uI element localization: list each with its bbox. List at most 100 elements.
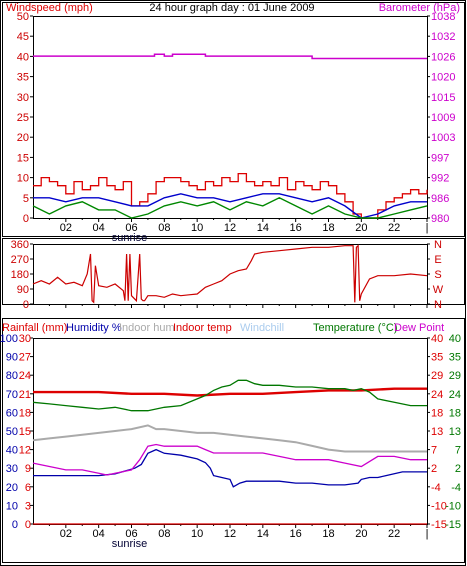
direction-tick-label: 180 bbox=[11, 269, 29, 281]
indoortemp-tick-label: 29 bbox=[431, 370, 443, 382]
x-tick-label: 12 bbox=[224, 528, 236, 540]
windspeed-tick-label: 15 bbox=[17, 152, 29, 164]
gust-series-line bbox=[32, 197, 428, 219]
panel-border-3 bbox=[2, 318, 465, 563]
windspeed-tick-label: 30 bbox=[17, 92, 29, 104]
indoorhum-axis-label: Indoor hum bbox=[119, 322, 175, 334]
x-tick-label: 14 bbox=[257, 528, 269, 540]
x-tick-label: 22 bbox=[388, 528, 400, 540]
compass-tick-label: S bbox=[434, 269, 441, 281]
barometer-axis-label: Barometer (hPa) bbox=[379, 2, 460, 14]
x-tick-label: 08 bbox=[158, 528, 170, 540]
x-tick-label: 04 bbox=[93, 222, 105, 234]
windspeed-tick-label: 25 bbox=[17, 112, 29, 124]
plot-area-3 bbox=[33, 338, 428, 525]
compass-tick-label: E bbox=[434, 254, 441, 266]
indoortemp-tick-label: 7 bbox=[431, 445, 437, 457]
barometer-tick-label: 986 bbox=[431, 193, 449, 205]
temperature-tick-label: 24 bbox=[449, 389, 461, 401]
rainfall-tick-label: 6 bbox=[25, 482, 31, 494]
rainfall-tick-label: 9 bbox=[25, 463, 31, 475]
barometer-tick-label: 1015 bbox=[431, 92, 455, 104]
x-tick-label: 22 bbox=[388, 222, 400, 234]
humidity-tick-label: 100 bbox=[0, 333, 18, 345]
rainfall-tick-label: 15 bbox=[19, 426, 31, 438]
sunrise-label: sunrise bbox=[112, 538, 147, 550]
temperature-axis-label: Temperature (°C) bbox=[313, 322, 397, 334]
windchill-axis-label: Windchill bbox=[240, 322, 284, 334]
x-tick-label: 12 bbox=[224, 222, 236, 234]
x-tick-label: 16 bbox=[290, 222, 302, 234]
x-tick-label: 18 bbox=[322, 222, 334, 234]
indoortemp-tick-label: 2 bbox=[431, 463, 437, 475]
humidity-tick-label: 40 bbox=[6, 445, 18, 457]
windspeed-axis-label: Windspeed (mph) bbox=[6, 2, 93, 14]
humidity-axis-label: Humidity % bbox=[66, 322, 122, 334]
temperature-series-line bbox=[32, 379, 427, 412]
x-tick-label: 18 bbox=[322, 528, 334, 540]
humidity-tick-label: 0 bbox=[12, 519, 18, 531]
barometer-tick-label: 997 bbox=[431, 152, 449, 164]
dewpoint-series-line bbox=[32, 443, 427, 476]
indoortemp-tick-label: -10 bbox=[431, 500, 447, 512]
temperature-tick-label: -10 bbox=[445, 500, 461, 512]
rainfall-tick-label: 30 bbox=[19, 333, 31, 345]
indoortemp-tick-label: 35 bbox=[431, 352, 443, 364]
indoortemp-tick-label: -15 bbox=[431, 519, 447, 531]
humidity-tick-label: 10 bbox=[6, 500, 18, 512]
windspeed-series-line bbox=[33, 172, 428, 219]
rainfall-axis-label: Rainfall (mm) bbox=[2, 322, 67, 334]
panel-border-1 bbox=[2, 2, 465, 237]
windspeed-tick-label: 50 bbox=[17, 11, 29, 23]
humidity-tick-label: 50 bbox=[6, 426, 18, 438]
humidity-tick-label: 20 bbox=[6, 482, 18, 494]
windspeed-tick-label: 5 bbox=[23, 193, 29, 205]
x-tick-label: 02 bbox=[60, 528, 72, 540]
x-tick-label: | bbox=[426, 528, 429, 540]
windspeed-tick-label: 45 bbox=[17, 31, 29, 43]
temperature-tick-label: 35 bbox=[449, 352, 461, 364]
temperature-tick-label: 40 bbox=[449, 333, 461, 345]
temperature-tick-label: -15 bbox=[445, 519, 461, 531]
x-tick-label: 02 bbox=[60, 222, 72, 234]
barometer-series-line bbox=[33, 53, 427, 60]
windspeed-tick-label: 35 bbox=[17, 72, 29, 84]
dewpoint-axis-label: Dew Point bbox=[394, 322, 444, 334]
indoortemp-tick-label: 40 bbox=[431, 333, 443, 345]
rainfall-tick-label: 24 bbox=[19, 370, 31, 382]
plot-area-1 bbox=[33, 16, 428, 219]
temperature-tick-label: 2 bbox=[455, 463, 461, 475]
indoortemp-tick-label: 18 bbox=[431, 407, 443, 419]
rainfall-tick-label: 3 bbox=[25, 500, 31, 512]
barometer-tick-label: 1032 bbox=[431, 31, 455, 43]
direction-tick-label: 0 bbox=[23, 299, 29, 311]
rainfall-tick-label: 0 bbox=[25, 519, 31, 531]
compass-tick-label: N bbox=[434, 299, 442, 311]
temperature-tick-label: 18 bbox=[449, 407, 461, 419]
x-tick-label: 16 bbox=[290, 528, 302, 540]
temperature-tick-label: 7 bbox=[455, 445, 461, 457]
indoortemp-series-line bbox=[33, 387, 427, 397]
x-tick-label: 20 bbox=[355, 222, 367, 234]
barometer-tick-label: 1026 bbox=[431, 51, 455, 63]
rainfall-tick-label: 21 bbox=[19, 389, 31, 401]
x-tick-label: 04 bbox=[93, 528, 105, 540]
temperature-tick-label: 29 bbox=[449, 370, 461, 382]
temperature-tick-label: -4 bbox=[451, 482, 461, 494]
sunrise-label: sunrise bbox=[112, 232, 147, 244]
x-tick-label: 20 bbox=[355, 528, 367, 540]
compass-tick-label: W bbox=[433, 284, 444, 296]
barometer-tick-label: 1020 bbox=[431, 72, 455, 84]
x-tick-label: 10 bbox=[191, 528, 203, 540]
windspeed-tick-label: 0 bbox=[23, 213, 29, 225]
windspeed-tick-label: 10 bbox=[17, 173, 29, 185]
temperature-tick-label: 13 bbox=[449, 426, 461, 438]
indoortemp-tick-label: -4 bbox=[431, 482, 441, 494]
barometer-tick-label: 992 bbox=[431, 173, 449, 185]
humidity-tick-label: 90 bbox=[6, 352, 18, 364]
windspeed-tick-label: 40 bbox=[17, 51, 29, 63]
x-tick-label: 14 bbox=[257, 222, 269, 234]
windspeed-tick-label: 20 bbox=[17, 132, 29, 144]
humidity-tick-label: 30 bbox=[6, 463, 18, 475]
